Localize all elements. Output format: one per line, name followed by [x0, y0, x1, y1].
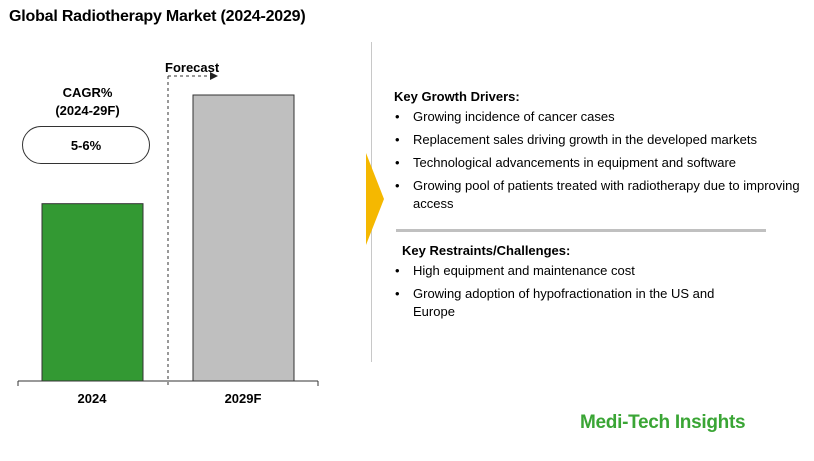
bullet-icon: • — [395, 109, 400, 124]
cagr-label-line1: CAGR% — [62, 85, 113, 100]
growth-driver-item-text: Growing incidence of cancer cases — [413, 109, 615, 124]
growth-driver-item: • Growing incidence of cancer cases — [394, 108, 812, 126]
cagr-label: CAGR% (2024-29F) — [40, 84, 135, 120]
market-bar-chart: Forecast 2024 2029F — [17, 60, 319, 406]
forecast-arrow-head — [210, 72, 218, 80]
bar-2029f — [192, 94, 295, 382]
chevron-right-icon — [366, 153, 384, 245]
x-tick-label-2024: 2024 — [78, 391, 108, 406]
restraint-item: • High equipment and maintenance cost — [394, 262, 734, 280]
growth-drivers-title: Key Growth Drivers: — [394, 89, 520, 104]
x-tick-label-2029f: 2029F — [225, 391, 262, 406]
growth-drivers-list: • Growing incidence of cancer cases • Repla… — [394, 108, 812, 213]
forecast-label: Forecast — [165, 60, 220, 75]
restraint-item: • Growing adoption of hypofractionation i… — [394, 285, 734, 321]
bullet-icon: • — [395, 263, 400, 278]
bullet-icon: • — [395, 178, 400, 193]
cagr-value-badge: 5-6% — [22, 126, 150, 164]
restraints-list: • High equipment and maintenance cost • Gro… — [394, 262, 734, 321]
cagr-value: 5-6% — [70, 137, 102, 153]
growth-driver-item: • Replacement sales driving growth in the… — [394, 131, 812, 149]
cagr-label-line2: (2024-29F) — [55, 103, 120, 118]
bullet-icon: • — [395, 286, 400, 301]
growth-driver-item-text: Growing pool of patients treated with ra… — [413, 178, 800, 211]
growth-driver-item-text: Technological advancements in equipment … — [413, 155, 737, 170]
bullet-icon: • — [395, 132, 400, 147]
chart-title: Global Radiotherapy Market (2024-2029) — [9, 8, 306, 25]
growth-drivers-section: Key Growth Drivers: • Growing incidence o… — [394, 89, 812, 218]
brand-logo-text: Medi-Tech Insights — [580, 412, 746, 433]
bar-2024 — [41, 203, 144, 382]
restraint-item-text: High equipment and maintenance cost — [413, 263, 635, 278]
restraint-item-text: Growing adoption of hypofractionation in… — [413, 286, 715, 319]
restraints-section: Key Restraints/Challenges: • High equipme… — [394, 243, 734, 326]
section-divider — [396, 229, 766, 232]
growth-driver-item-text: Replacement sales driving growth in the … — [413, 132, 757, 147]
bullet-icon: • — [395, 155, 400, 170]
growth-driver-item: • Technological advancements in equipment… — [394, 154, 812, 172]
growth-driver-item: • Growing pool of patients treated with r… — [394, 177, 812, 213]
restraints-title: Key Restraints/Challenges: — [402, 243, 571, 258]
